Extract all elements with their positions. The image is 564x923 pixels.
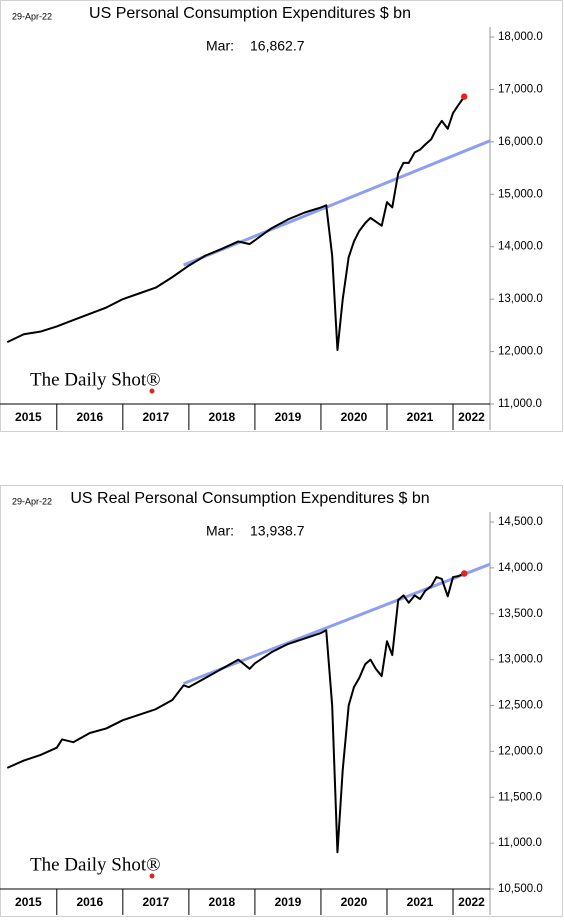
year-label: 2020: [341, 895, 368, 909]
year-label: 2017: [142, 895, 169, 909]
chart-title: US Real Personal Consumption Expenditure…: [70, 490, 429, 507]
panel-frame: [0, 485, 563, 917]
year-label: 2019: [275, 895, 302, 909]
y-tick-label: 14,500.0: [498, 516, 543, 528]
annotation-value: 16,862.7: [250, 38, 305, 54]
year-label: 2018: [209, 895, 236, 909]
last-point: [461, 93, 468, 100]
year-label: 2018: [209, 410, 236, 424]
y-tick-label: 13,000.0: [498, 654, 543, 666]
year-label: 2017: [142, 410, 169, 424]
trend-line: [183, 562, 491, 685]
y-tick-label: 14,000.0: [498, 241, 543, 253]
year-label: 2015: [15, 895, 42, 909]
year-label: 2020: [341, 410, 368, 424]
year-label: 2016: [76, 410, 103, 424]
trend-line: [183, 139, 491, 267]
logo-dot: [149, 873, 155, 879]
source-logo: The Daily Shot®: [30, 369, 161, 390]
annotation-label: Mar:: [206, 523, 234, 539]
logo-dot: [149, 388, 155, 394]
year-label: 2021: [407, 410, 434, 424]
annotation-value: 13,938.7: [250, 523, 305, 539]
year-label: 2021: [407, 895, 434, 909]
y-tick-label: 11,500.0: [498, 791, 542, 803]
y-tick-label: 13,500.0: [498, 608, 543, 620]
year-label: 2015: [15, 410, 42, 424]
y-tick-label: 12,000.0: [498, 745, 543, 757]
date-label: 29-Apr-22: [12, 496, 52, 506]
y-tick-label: 17,000.0: [498, 83, 543, 95]
year-label: 2016: [76, 895, 103, 909]
annotation-label: Mar:: [206, 38, 234, 54]
data-line: [6, 96, 466, 351]
year-label: 2022: [458, 895, 485, 909]
y-tick-label: 11,000.0: [498, 398, 542, 410]
panel-frame: [0, 0, 563, 432]
y-tick-label: 15,000.0: [498, 188, 543, 200]
source-logo: The Daily Shot®: [30, 854, 161, 875]
year-label: 2019: [275, 410, 302, 424]
y-tick-label: 11,000.0: [498, 837, 542, 849]
last-point: [461, 570, 468, 577]
chart-title: US Personal Consumption Expenditures $ b…: [89, 5, 411, 22]
year-label: 2022: [458, 410, 485, 424]
y-tick-label: 14,000.0: [498, 562, 543, 574]
y-tick-label: 16,000.0: [498, 136, 543, 148]
y-tick-label: 10,500.0: [498, 883, 543, 895]
data-line: [6, 572, 465, 854]
date-label: 29-Apr-22: [12, 11, 52, 21]
y-tick-label: 12,000.0: [498, 346, 543, 358]
y-tick-label: 13,000.0: [498, 293, 543, 305]
y-tick-label: 12,500.0: [498, 700, 543, 712]
y-tick-label: 18,000.0: [498, 31, 543, 43]
